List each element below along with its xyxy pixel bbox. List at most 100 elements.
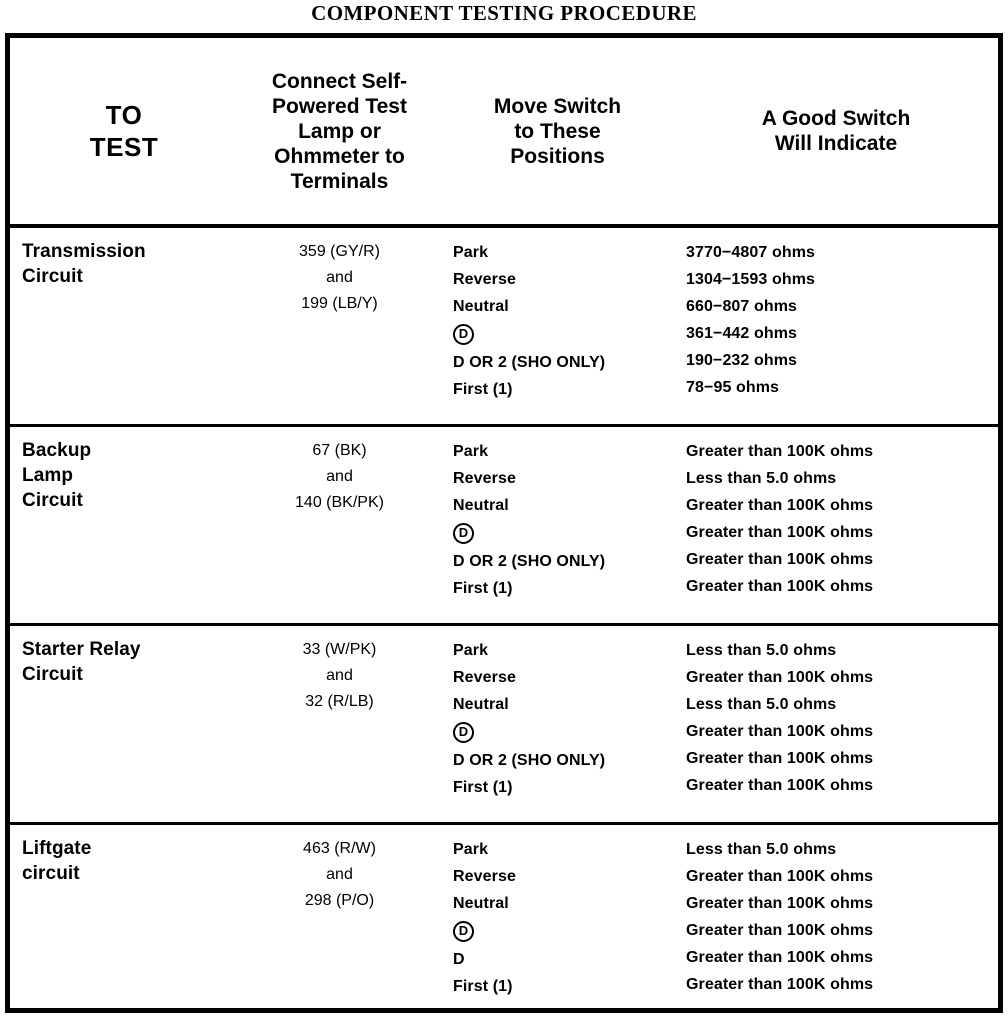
test-name-line1: Transmission	[22, 239, 230, 264]
switch-position: Park	[453, 239, 666, 266]
column-header-terminals-line3: Lamp or	[238, 119, 441, 144]
cell-switch-positions: Park Reverse Neutral D D OR 2 (SHO ONLY)…	[441, 226, 674, 426]
cell-terminals: 33 (W/PK) and 32 (R/LB)	[238, 625, 441, 824]
cell-switch-positions: Park Reverse Neutral D D OR 2 (SHO ONLY)…	[441, 625, 674, 824]
test-name-line2: Circuit	[22, 662, 230, 687]
table-row: Backup Lamp Circuit 67 (BK) and 140 (BK/…	[10, 426, 998, 625]
reading-value: 660−807 ohms	[686, 293, 990, 320]
table-row: Starter Relay Circuit 33 (W/PK) and 32 (…	[10, 625, 998, 824]
table-header-row: TO TEST Connect Self- Powered Test Lamp …	[10, 38, 998, 226]
overdrive-letter: D	[455, 525, 472, 541]
reading-value: Less than 5.0 ohms	[686, 465, 990, 492]
reading-value: Less than 5.0 ohms	[686, 836, 990, 863]
test-name-line2: circuit	[22, 861, 230, 886]
cell-test-name: Starter Relay Circuit	[10, 625, 238, 824]
test-name-line2: Circuit	[22, 264, 230, 289]
test-name-line1: Starter Relay	[22, 637, 230, 662]
switch-position: Reverse	[453, 664, 666, 691]
column-header-terminals-line4: Ohmmeter to	[238, 144, 441, 169]
test-name-line2: Lamp	[22, 463, 230, 488]
column-header-switch-positions-line1: Move Switch	[441, 94, 674, 119]
overdrive-letter: D	[455, 326, 472, 342]
reading-value: 3770−4807 ohms	[686, 239, 990, 266]
overdrive-letter: D	[455, 923, 472, 939]
reading-value: 190−232 ohms	[686, 347, 990, 374]
terminal-b: 199 (LB/Y)	[248, 291, 431, 317]
reading-value: Greater than 100K ohms	[686, 863, 990, 890]
switch-position: Neutral	[453, 293, 666, 320]
reading-value: Greater than 100K ohms	[686, 772, 990, 799]
switch-position: First (1)	[453, 376, 666, 403]
cell-switch-positions: Park Reverse Neutral D D First (1)	[441, 824, 674, 1021]
cell-test-name: Backup Lamp Circuit	[10, 426, 238, 625]
switch-position: First (1)	[453, 973, 666, 1000]
terminal-a: 33 (W/PK)	[248, 637, 431, 663]
cell-test-name: Liftgate circuit	[10, 824, 238, 1021]
reading-value: Less than 5.0 ohms	[686, 691, 990, 718]
reading-value: Greater than 100K ohms	[686, 573, 990, 600]
cell-good-switch-readings: 3770−4807 ohms 1304−1593 ohms 660−807 oh…	[674, 226, 998, 426]
reading-value: Greater than 100K ohms	[686, 718, 990, 745]
table-row: Transmission Circuit 359 (GY/R) and 199 …	[10, 226, 998, 426]
switch-position: Neutral	[453, 492, 666, 519]
terminal-conjunction: and	[248, 464, 431, 490]
column-header-terminals-line2: Powered Test	[238, 94, 441, 119]
terminal-a: 67 (BK)	[248, 438, 431, 464]
reading-value: 1304−1593 ohms	[686, 266, 990, 293]
column-header-good-switch-line1: A Good Switch	[674, 106, 998, 131]
reading-value: Greater than 100K ohms	[686, 438, 990, 465]
switch-position: Reverse	[453, 266, 666, 293]
overdrive-circle-d-icon: D	[453, 324, 474, 345]
switch-position: D OR 2 (SHO ONLY)	[453, 548, 666, 575]
overdrive-letter: D	[455, 724, 472, 740]
column-header-switch-positions: Move Switch to These Positions	[441, 38, 674, 226]
reading-value: 361−442 ohms	[686, 320, 990, 347]
reading-value: 78−95 ohms	[686, 374, 990, 401]
reading-value: Greater than 100K ohms	[686, 917, 990, 944]
switch-position: Reverse	[453, 465, 666, 492]
terminal-b: 298 (P/O)	[248, 888, 431, 914]
switch-position: Park	[453, 438, 666, 465]
test-name-line3: Circuit	[22, 488, 230, 513]
reading-value: Greater than 100K ohms	[686, 664, 990, 691]
cell-test-name: Transmission Circuit	[10, 226, 238, 426]
overdrive-circle-d-icon: D	[453, 523, 474, 544]
switch-position: First (1)	[453, 774, 666, 801]
switch-position: Neutral	[453, 890, 666, 917]
cell-terminals: 67 (BK) and 140 (BK/PK)	[238, 426, 441, 625]
switch-position: Park	[453, 836, 666, 863]
switch-position: D OR 2 (SHO ONLY)	[453, 747, 666, 774]
terminal-conjunction: and	[248, 265, 431, 291]
terminal-b: 32 (R/LB)	[248, 689, 431, 715]
column-header-terminals-line1: Connect Self-	[238, 69, 441, 94]
terminal-a: 463 (R/W)	[248, 836, 431, 862]
reading-value: Greater than 100K ohms	[686, 745, 990, 772]
switch-position: Park	[453, 637, 666, 664]
column-header-terminals: Connect Self- Powered Test Lamp or Ohmme…	[238, 38, 441, 226]
column-header-good-switch-line2: Will Indicate	[674, 131, 998, 156]
column-header-terminals-line5: Terminals	[238, 169, 441, 194]
cell-terminals: 463 (R/W) and 298 (P/O)	[238, 824, 441, 1021]
reading-value: Greater than 100K ohms	[686, 519, 990, 546]
column-header-switch-positions-line3: Positions	[441, 144, 674, 169]
terminal-b: 140 (BK/PK)	[248, 490, 431, 516]
component-testing-table: TO TEST Connect Self- Powered Test Lamp …	[5, 33, 1003, 1013]
column-header-to-test-line1: TO	[10, 99, 238, 131]
reading-value: Greater than 100K ohms	[686, 492, 990, 519]
switch-position-overdrive: D	[453, 718, 666, 747]
cell-terminals: 359 (GY/R) and 199 (LB/Y)	[238, 226, 441, 426]
switch-position: D OR 2 (SHO ONLY)	[453, 349, 666, 376]
reading-value: Less than 5.0 ohms	[686, 637, 990, 664]
switch-position: Reverse	[453, 863, 666, 890]
terminal-conjunction: and	[248, 663, 431, 689]
overdrive-circle-d-icon: D	[453, 921, 474, 942]
switch-position-overdrive: D	[453, 519, 666, 548]
test-name-line1: Backup	[22, 438, 230, 463]
switch-position: Neutral	[453, 691, 666, 718]
column-header-good-switch: A Good Switch Will Indicate	[674, 38, 998, 226]
terminal-conjunction: and	[248, 862, 431, 888]
page-title: COMPONENT TESTING PROCEDURE	[0, 0, 1008, 26]
reading-value: Greater than 100K ohms	[686, 971, 990, 998]
switch-position-overdrive: D	[453, 320, 666, 349]
